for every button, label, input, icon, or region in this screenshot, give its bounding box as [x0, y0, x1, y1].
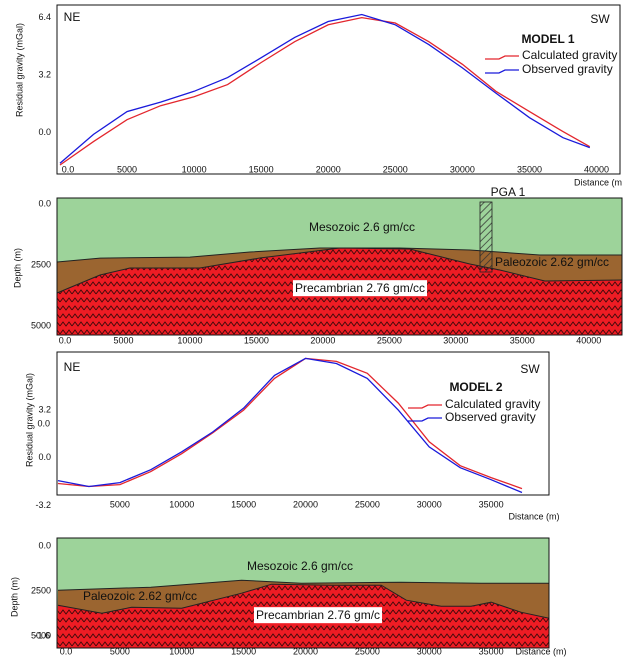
layer-label: Precambrian 2.76 gm/cc	[295, 281, 425, 295]
model-title: MODEL 1	[521, 32, 574, 46]
x-tick-label: 0.0	[60, 646, 73, 656]
direction-label: NE	[64, 360, 81, 374]
y-tick-label: 2500	[31, 586, 51, 596]
y-axis-title: Residual gravity (mGal)	[14, 23, 24, 117]
well-label: PGA 1	[491, 185, 526, 199]
plot-frame	[56, 4, 621, 175]
x-tick-label: 35000	[517, 164, 542, 174]
x-axis-title: Distance (m)	[515, 646, 566, 656]
x-tick-label: 5000	[117, 164, 137, 174]
x-tick-label: 15000	[231, 499, 256, 509]
x-axis-title: Distance (m	[574, 177, 622, 187]
y-tick-label: 0.0	[38, 127, 51, 137]
layer-boundary	[56, 247, 622, 263]
well	[479, 201, 493, 273]
x-tick-label: 5000	[110, 646, 130, 656]
y-tick-label: 0.0	[38, 452, 51, 462]
x-tick-label: 30000	[417, 646, 442, 656]
legend-swatch	[408, 417, 442, 422]
x-tick-label: 5000	[113, 335, 133, 345]
x-tick-label: 25000	[377, 335, 402, 345]
y-tick-label: 2500	[31, 259, 51, 269]
y-tick-label: 3.2	[38, 404, 51, 414]
x-tick-label: 0.0	[59, 335, 72, 345]
layer-boundary	[57, 579, 549, 591]
legend-label: Observed gravity	[445, 410, 536, 424]
x-tick-label: 25000	[355, 646, 380, 656]
x-tick-label: 35000	[479, 646, 504, 656]
x-tick-label: 25000	[355, 499, 380, 509]
stray-label: 0.0	[37, 418, 50, 428]
x-tick-label: 25000	[383, 164, 408, 174]
legend-label: Calculated gravity	[445, 397, 540, 411]
legend-swatch	[485, 69, 519, 74]
x-tick-label: 30000	[443, 335, 468, 345]
x-tick-label: 10000	[169, 499, 194, 509]
x-tick-label: 15000	[249, 164, 274, 174]
x-tick-label: 10000	[169, 646, 194, 656]
x-tick-label: 10000	[177, 335, 202, 345]
layer-label: Mesozoic 2.6 gm/cc	[247, 559, 353, 573]
x-tick-label: 30000	[417, 499, 442, 509]
y-tick-label: 3.2	[38, 69, 51, 79]
x-tick-label: 0.0	[62, 164, 75, 174]
y-tick-label: 5000	[31, 320, 51, 330]
direction-label: SW	[590, 12, 610, 26]
legend-swatch	[408, 404, 442, 409]
x-tick-label: 35000	[510, 335, 535, 345]
legend-swatch	[485, 55, 519, 60]
y-tick-label: 5000	[31, 631, 51, 641]
direction-label: SW	[520, 362, 540, 376]
x-tick-label: 40000	[576, 335, 601, 345]
layer-boundary	[57, 583, 550, 619]
x-tick-label: 20000	[293, 646, 318, 656]
y-tick-label: -3.2	[35, 500, 51, 510]
y-tick-label: 0.0	[38, 198, 51, 208]
layer-label: Precambrian 2.76 gm/c	[256, 608, 380, 622]
x-tick-label: 20000	[316, 164, 341, 174]
layer-boundary	[56, 247, 623, 294]
label-box	[292, 280, 428, 297]
direction-label: NE	[64, 10, 81, 24]
x-axis-title: Distance (m)	[508, 511, 559, 521]
label-box	[253, 607, 383, 624]
x-tick-label: 35000	[479, 499, 504, 509]
y-tick-label: 6.4	[38, 12, 51, 22]
x-tick-label: 40000	[584, 164, 609, 174]
layer-label: Paleozoic 2.62 gm/cc	[83, 589, 197, 603]
legend-label: Observed gravity	[522, 62, 613, 76]
y-tick-label: 0.0	[38, 540, 51, 550]
gravity-curve	[57, 357, 523, 494]
legend-label: Calculated gravity	[522, 48, 617, 62]
plot-frame	[56, 351, 550, 496]
plot-frame	[56, 537, 550, 649]
x-tick-label: 20000	[310, 335, 335, 345]
gravity-curve	[59, 16, 591, 166]
model-title: MODEL 2	[449, 380, 502, 394]
layer-label: Paleozoic 2.62 gm/cc	[495, 255, 609, 269]
x-tick-label: 10000	[182, 164, 207, 174]
layer-label: Mesozoic 2.6 gm/cc	[309, 220, 415, 234]
stray-label: -1.6	[34, 630, 50, 640]
y-axis-title: Depth (m)	[9, 577, 19, 617]
x-tick-label: 15000	[244, 335, 269, 345]
gravity-curve	[59, 13, 591, 164]
x-tick-label: 5000	[110, 499, 130, 509]
x-tick-label: 30000	[450, 164, 475, 174]
x-tick-label: 20000	[293, 499, 318, 509]
gravity-curve	[57, 357, 523, 490]
y-axis-title: Residual gravity (mGal)	[24, 373, 34, 467]
x-tick-label: 15000	[231, 646, 256, 656]
y-axis-title: Depth (m)	[12, 248, 22, 288]
plot-frame	[56, 197, 623, 336]
